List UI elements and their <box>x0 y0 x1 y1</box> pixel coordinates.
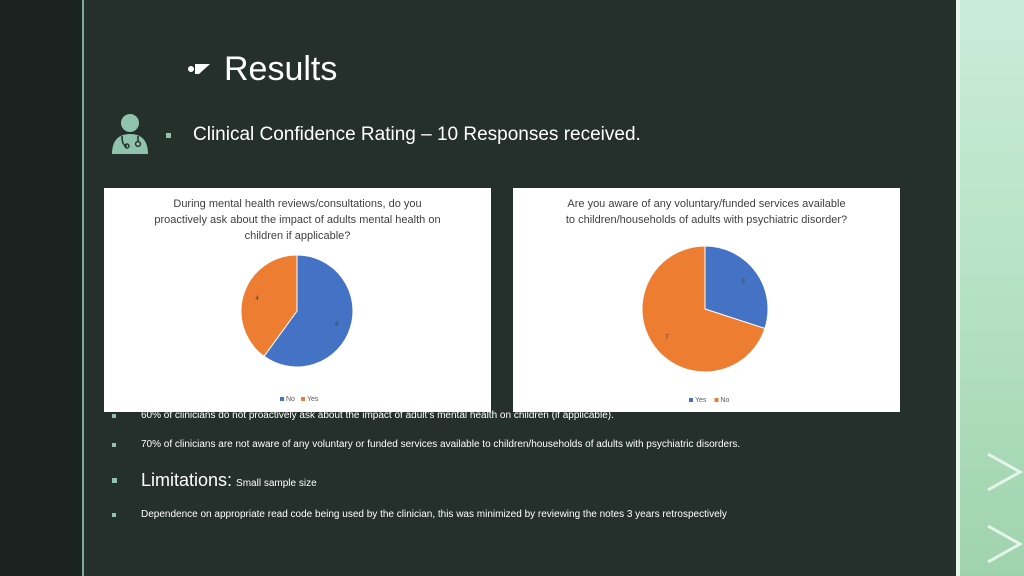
pie-chart-2: Are you aware of any voluntary/funded se… <box>566 198 847 404</box>
bullet-item: 60% of clinicians do not proactively ask… <box>112 410 614 421</box>
bullet-dot-icon <box>112 442 116 447</box>
bullet-square-icon <box>166 132 171 138</box>
limitations-row: Limitations: Small sample size <box>112 470 317 491</box>
chart-panel-2: Are you aware of any voluntary/funded se… <box>513 188 900 412</box>
pie-data-label: 7 <box>665 335 669 341</box>
pie-chart-1: During mental health reviews/consultatio… <box>154 198 440 403</box>
z-brand-icon <box>188 64 210 74</box>
bullet-text: Dependence on appropriate read code bein… <box>141 509 727 520</box>
right-strip-edge <box>956 0 960 576</box>
legend-entry: Yes <box>307 396 319 403</box>
pie-data-label: 4 <box>255 296 259 302</box>
bullet-text: 60% of clinicians do not proactively ask… <box>141 410 614 421</box>
chart-title-line: During mental health reviews/consultatio… <box>173 198 421 210</box>
legend-swatch <box>714 398 719 402</box>
pie-data-label: 6 <box>335 322 339 328</box>
doctor-icon <box>112 114 148 154</box>
bullet-item: 70% of clinicians are not aware of any v… <box>112 439 740 450</box>
chart-title-line: children if applicable? <box>245 230 351 242</box>
title-row: Results <box>186 46 337 92</box>
bullet-dot-icon <box>112 413 116 418</box>
bullet-item: Dependence on appropriate read code bein… <box>112 509 727 520</box>
bullet-square-icon <box>112 478 117 483</box>
legend-swatch <box>280 397 284 401</box>
pie-data-label: 3 <box>742 279 746 285</box>
legend-entry: Yes <box>695 397 707 404</box>
chevron-decor-icon <box>987 452 1024 564</box>
chart-title-line: proactively ask about the impact of adul… <box>154 214 440 226</box>
pie-slice-yes <box>240 254 298 358</box>
pie-slice-yes <box>704 245 769 330</box>
pie-slice-no <box>641 245 766 373</box>
limitations-label: Limitations: <box>141 470 233 490</box>
pie-slice-no <box>263 254 354 368</box>
subtitle-row: Clinical Confidence Rating – 10 Response… <box>166 124 641 146</box>
chart-title-line: Are you aware of any voluntary/funded se… <box>567 198 845 210</box>
bullet-text: 70% of clinicians are not aware of any v… <box>141 439 741 450</box>
legend-swatch <box>301 397 305 401</box>
left-decor-panel <box>0 0 84 576</box>
bullet-dot-icon <box>112 512 116 517</box>
legend-entry: No <box>286 396 295 403</box>
right-decor-strip <box>956 0 1024 576</box>
limitations-text: Small sample size <box>236 478 317 489</box>
legend-swatch <box>689 398 693 402</box>
subtitle: Clinical Confidence Rating – 10 Response… <box>193 124 641 145</box>
chart-panel-1: During mental health reviews/consultatio… <box>104 188 491 412</box>
chart-title-line: to children/households of adults with ps… <box>566 214 847 226</box>
legend-entry: No <box>721 397 730 404</box>
page-title: Results <box>224 49 338 88</box>
